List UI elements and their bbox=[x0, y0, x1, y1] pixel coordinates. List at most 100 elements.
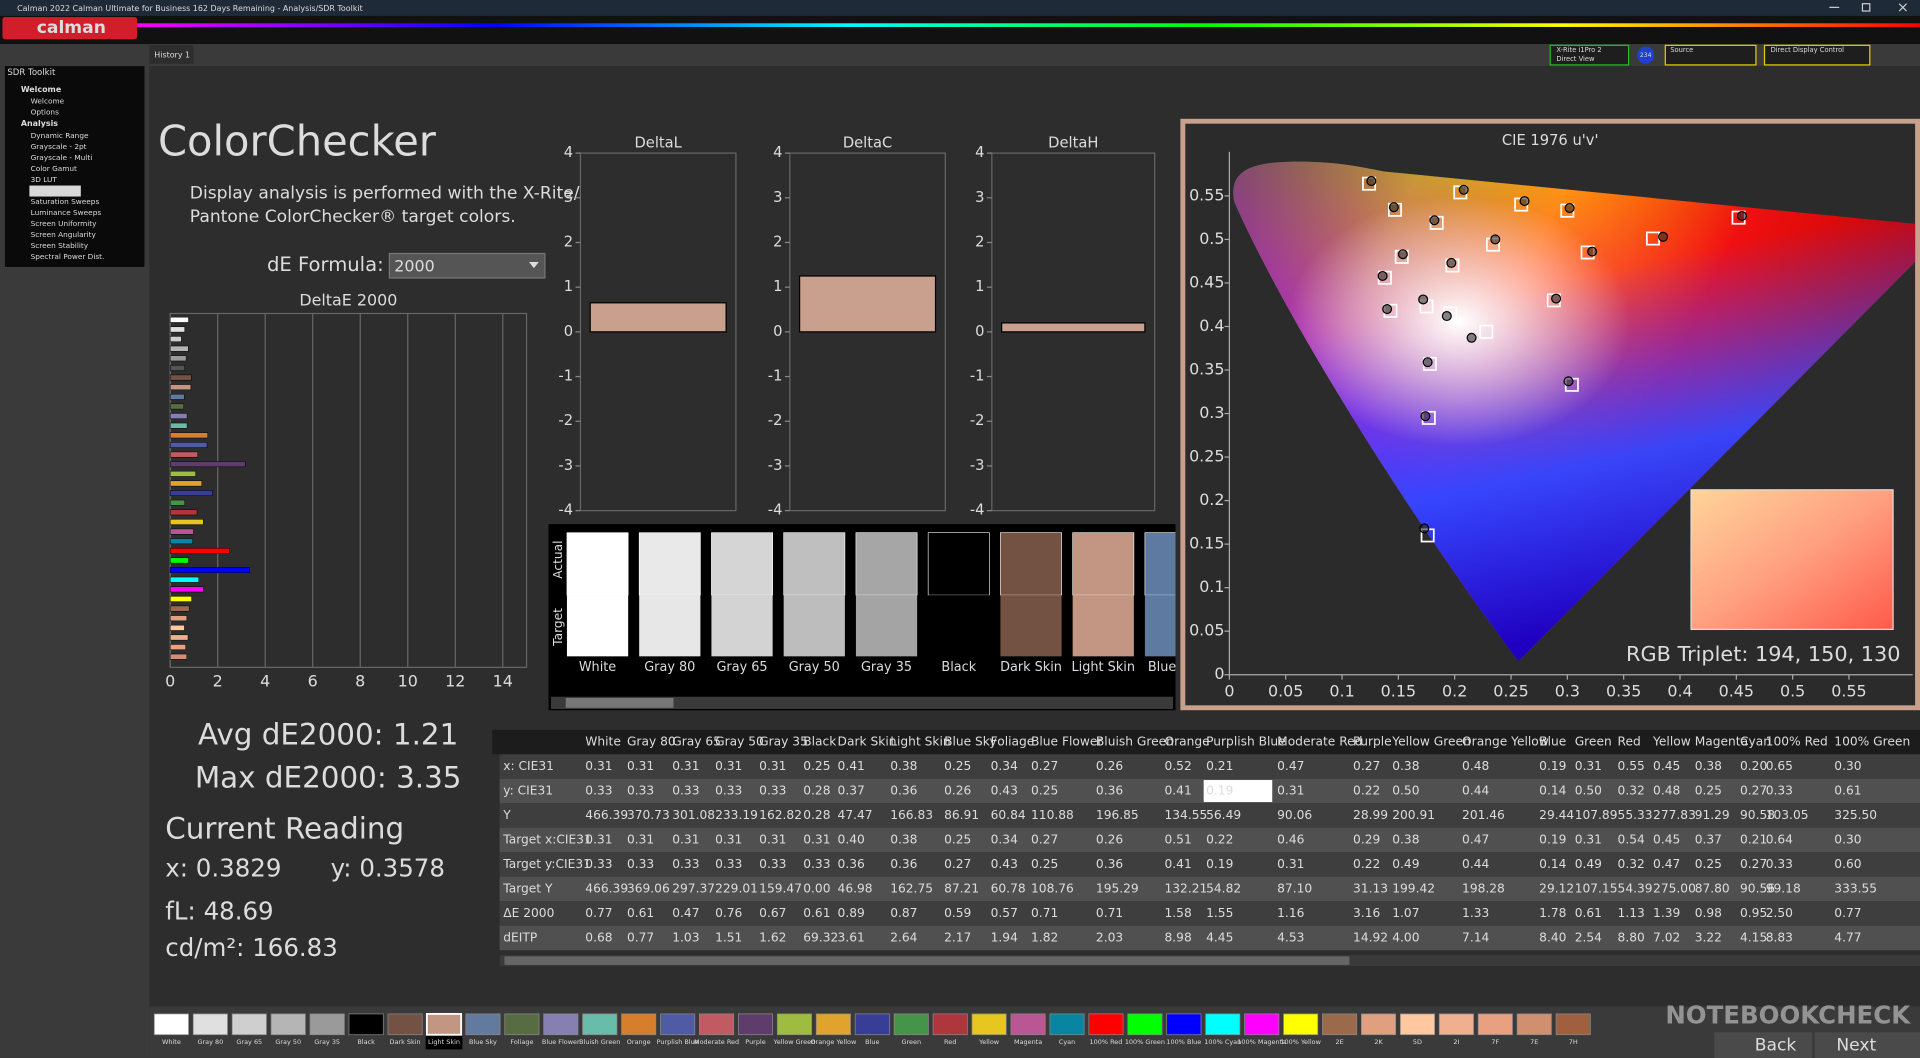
chart-title: CIE 1976 u'v' bbox=[1502, 132, 1599, 149]
next-button[interactable] bbox=[1814, 1032, 1920, 1058]
meter-id: 234 bbox=[1640, 52, 1652, 59]
palette-swatch[interactable] bbox=[932, 1013, 968, 1036]
palette-swatch[interactable] bbox=[815, 1013, 851, 1036]
table-cell: 0.25 bbox=[944, 759, 971, 773]
palette-swatch[interactable] bbox=[971, 1013, 1007, 1036]
target-marker bbox=[1479, 324, 1494, 339]
bar bbox=[169, 345, 189, 352]
bar bbox=[169, 519, 204, 525]
table-cell: 0.22 bbox=[1353, 784, 1380, 798]
measured-marker bbox=[1458, 184, 1469, 195]
table-cell: 108.76 bbox=[1031, 882, 1074, 896]
palette-swatch[interactable] bbox=[309, 1013, 345, 1036]
palette-swatch[interactable] bbox=[776, 1013, 812, 1036]
palette-swatch[interactable] bbox=[738, 1013, 774, 1036]
logo-button[interactable] bbox=[2, 17, 138, 40]
bar bbox=[169, 326, 185, 333]
column-header: Bluish Green bbox=[1096, 735, 1174, 749]
table-cell: 0.59 bbox=[944, 906, 971, 920]
palette-swatch[interactable] bbox=[1516, 1013, 1552, 1036]
palette-swatch[interactable] bbox=[1555, 1013, 1591, 1036]
table-cell: 0.37 bbox=[838, 784, 865, 798]
palette-swatch[interactable] bbox=[582, 1013, 618, 1036]
dropdown-arrow bbox=[528, 262, 539, 269]
palette-swatch[interactable] bbox=[387, 1013, 423, 1036]
source-status[interactable] bbox=[1664, 44, 1757, 66]
meter-status[interactable] bbox=[1549, 44, 1630, 66]
table-cell: 0.61 bbox=[627, 906, 654, 920]
title-bar bbox=[0, 0, 1920, 16]
palette-swatch[interactable] bbox=[153, 1013, 189, 1036]
palette-swatch[interactable] bbox=[660, 1013, 696, 1036]
table-cell: 200.91 bbox=[1392, 808, 1435, 822]
table-scroll-thumb[interactable] bbox=[504, 956, 1350, 965]
table-cell: 233.19 bbox=[715, 808, 758, 822]
palette-swatch[interactable] bbox=[1049, 1013, 1085, 1036]
gamut-layer bbox=[1233, 161, 1916, 662]
strip-scrollbar[interactable] bbox=[551, 696, 1174, 709]
actual-swatch bbox=[566, 532, 629, 596]
palette-swatch[interactable] bbox=[1283, 1013, 1319, 1036]
history-tab[interactable] bbox=[149, 45, 194, 64]
actual-swatch bbox=[638, 532, 701, 596]
palette-swatch[interactable] bbox=[1322, 1013, 1358, 1036]
table-cell: 87.10 bbox=[1277, 882, 1312, 896]
table-cell: 0.89 bbox=[838, 906, 865, 920]
palette-swatch[interactable] bbox=[192, 1013, 228, 1036]
palette-swatch[interactable] bbox=[893, 1013, 929, 1036]
palette-swatch[interactable] bbox=[699, 1013, 735, 1036]
maximize[interactable] bbox=[1861, 3, 1871, 12]
palette-swatch[interactable] bbox=[425, 1012, 463, 1036]
palette-swatch[interactable] bbox=[854, 1013, 890, 1036]
palette-swatch[interactable] bbox=[1010, 1013, 1046, 1036]
table-cell: 0.57 bbox=[991, 906, 1018, 920]
table-cell: 0.33 bbox=[672, 857, 699, 871]
palette-swatch[interactable] bbox=[1477, 1013, 1513, 1036]
palette-swatch[interactable] bbox=[1244, 1013, 1280, 1036]
table-cell: 4.45 bbox=[1206, 930, 1233, 944]
palette-swatch[interactable] bbox=[1127, 1013, 1163, 1036]
back-button[interactable] bbox=[1714, 1032, 1813, 1058]
avg-de: Avg dE2000: 1.21 bbox=[198, 717, 458, 751]
y-tick-label: 0.35 bbox=[1189, 359, 1224, 378]
palette-swatch[interactable] bbox=[543, 1013, 579, 1036]
palette-label: 100% Green bbox=[1125, 1038, 1165, 1046]
display-status[interactable] bbox=[1763, 44, 1871, 66]
palette-swatch[interactable] bbox=[348, 1013, 384, 1036]
nav-item: Luminance Sweeps bbox=[31, 208, 102, 217]
palette-swatch[interactable] bbox=[1205, 1013, 1241, 1036]
row-label: ΔE 2000 bbox=[503, 906, 554, 920]
palette-swatch[interactable] bbox=[270, 1013, 306, 1036]
formula-dropdown[interactable] bbox=[388, 252, 546, 279]
row-label: Actual bbox=[551, 540, 565, 578]
close[interactable] bbox=[1898, 3, 1907, 12]
table-cell: 0.28 bbox=[803, 784, 830, 798]
table-cell: 0.41 bbox=[838, 759, 865, 773]
y-tick-label: 3 bbox=[564, 189, 573, 206]
y-tick-label: 3 bbox=[975, 189, 984, 206]
palette-swatch[interactable] bbox=[1399, 1013, 1435, 1036]
table-cell: 1.16 bbox=[1277, 906, 1304, 920]
x-tick-label: 0.3 bbox=[1555, 681, 1580, 700]
palette-swatch[interactable] bbox=[1088, 1013, 1124, 1036]
strip-scroll-thumb[interactable] bbox=[565, 697, 674, 708]
palette-label: 7H bbox=[1569, 1038, 1578, 1046]
table-cell: 159.47 bbox=[759, 882, 802, 896]
bar bbox=[169, 605, 190, 612]
logo: calman bbox=[37, 18, 106, 38]
measured-marker bbox=[1388, 202, 1399, 213]
table-cell: 2.17 bbox=[944, 930, 971, 944]
table-cell: 0.47 bbox=[1462, 833, 1489, 847]
plot-area bbox=[169, 312, 528, 668]
palette-swatch[interactable] bbox=[1166, 1013, 1202, 1036]
measured-marker bbox=[1441, 311, 1452, 322]
palette-swatch[interactable] bbox=[1438, 1013, 1474, 1036]
palette-swatch[interactable] bbox=[621, 1013, 657, 1036]
palette-swatch[interactable] bbox=[231, 1013, 267, 1036]
palette-swatch[interactable] bbox=[504, 1013, 540, 1036]
palette-swatch[interactable] bbox=[465, 1013, 501, 1036]
row-label: x: CIE31 bbox=[503, 759, 554, 773]
table-cell: 0.52 bbox=[1164, 759, 1191, 773]
bar bbox=[169, 576, 199, 583]
palette-swatch[interactable] bbox=[1361, 1013, 1397, 1036]
